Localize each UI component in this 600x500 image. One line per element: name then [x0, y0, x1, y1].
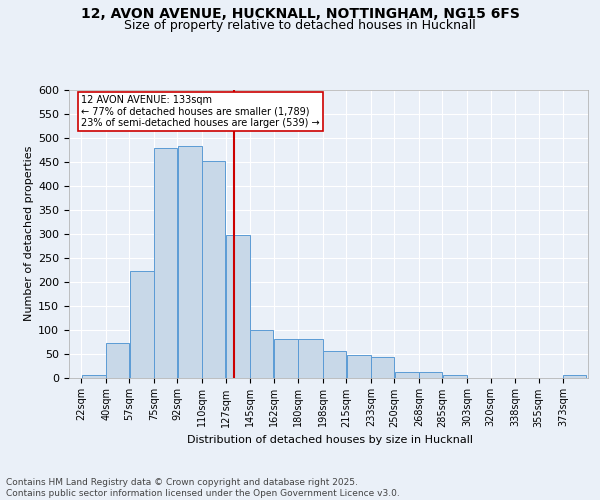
Y-axis label: Number of detached properties: Number of detached properties	[24, 146, 34, 322]
Bar	[323, 351, 346, 378]
Bar	[178, 146, 202, 378]
Bar	[298, 339, 323, 378]
Bar	[347, 355, 371, 378]
Bar	[106, 342, 129, 378]
Bar	[130, 271, 154, 378]
Bar	[202, 161, 226, 378]
Bar	[274, 339, 298, 378]
Bar	[563, 375, 586, 378]
Text: 12 AVON AVENUE: 133sqm
← 77% of detached houses are smaller (1,789)
23% of semi-: 12 AVON AVENUE: 133sqm ← 77% of detached…	[82, 95, 320, 128]
Bar	[82, 375, 106, 378]
Text: 12, AVON AVENUE, HUCKNALL, NOTTINGHAM, NG15 6FS: 12, AVON AVENUE, HUCKNALL, NOTTINGHAM, N…	[80, 8, 520, 22]
Bar	[154, 148, 177, 378]
Text: Contains HM Land Registry data © Crown copyright and database right 2025.
Contai: Contains HM Land Registry data © Crown c…	[6, 478, 400, 498]
Bar	[395, 372, 419, 378]
Bar	[419, 372, 442, 378]
Text: Size of property relative to detached houses in Hucknall: Size of property relative to detached ho…	[124, 18, 476, 32]
Bar	[226, 234, 250, 378]
Bar	[371, 358, 394, 378]
Bar	[250, 330, 274, 378]
Bar	[443, 375, 467, 378]
Text: Distribution of detached houses by size in Hucknall: Distribution of detached houses by size …	[187, 435, 473, 445]
